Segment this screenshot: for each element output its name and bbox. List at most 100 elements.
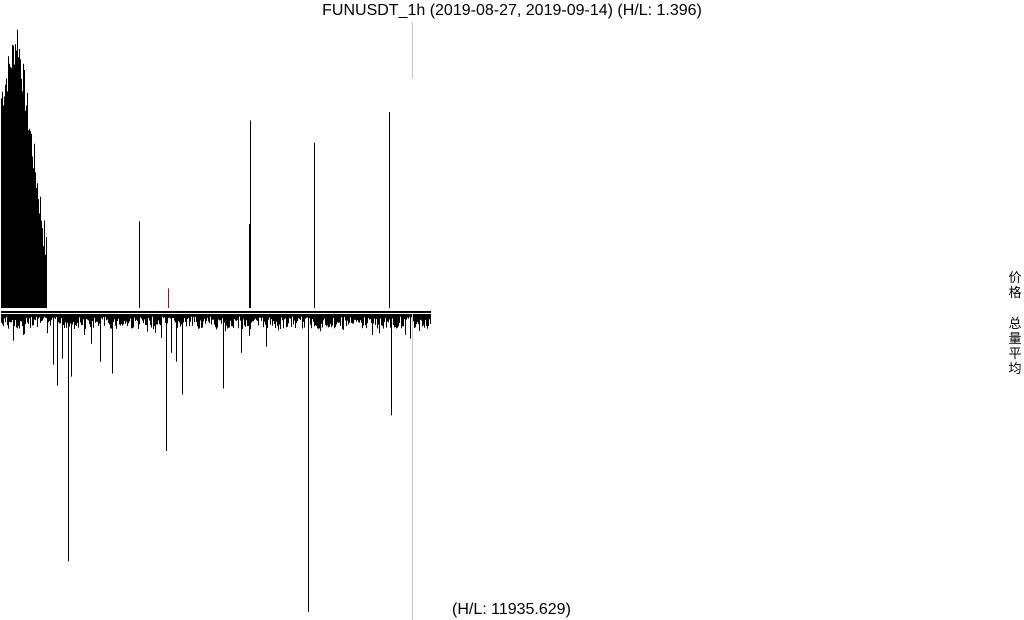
volume-bar (221, 314, 222, 324)
volume-bar (211, 314, 212, 325)
volume-bar (121, 314, 122, 325)
volume-bar (54, 314, 55, 318)
volume-bar (293, 314, 294, 325)
volume-bar (358, 314, 359, 323)
volume-bar (174, 314, 175, 321)
volume-bar (46, 314, 47, 319)
volume-bar (175, 314, 176, 323)
volume-bar (408, 314, 409, 319)
volume-bar (170, 314, 171, 319)
price-bar (9, 63, 10, 308)
volume-bar (265, 314, 266, 325)
volume-bar (2, 314, 3, 325)
volume-bar (42, 314, 43, 321)
volume-bar (183, 314, 184, 323)
volume-spike (57, 314, 58, 386)
volume-bar (93, 314, 94, 328)
volume-bar (149, 314, 150, 321)
volume-bar (332, 314, 333, 326)
volume-bar (277, 314, 278, 326)
volume-bar (288, 314, 289, 324)
volume-bar (364, 314, 365, 318)
volume-bar (338, 314, 339, 323)
volume-hl-label: (H/L: 11935.629) (452, 601, 571, 618)
volume-bar (387, 314, 388, 322)
price-bar (41, 220, 42, 308)
volume-bar (85, 314, 86, 329)
volume-bar (258, 314, 259, 326)
chart-title: FUNUSDT_1h (2019-08-27, 2019-09-14) (H/L… (322, 2, 702, 19)
volume-bar (372, 314, 373, 335)
volume-bar (206, 314, 207, 322)
volume-bar (16, 314, 17, 328)
volume-bar (390, 314, 391, 328)
volume-bar (260, 314, 261, 318)
volume-spike (241, 314, 242, 353)
volume-bar (220, 314, 221, 321)
volume-bar (188, 314, 189, 318)
volume-bar (70, 314, 71, 324)
volume-bar (321, 314, 322, 324)
volume-bar (119, 314, 120, 325)
volume-bar (231, 314, 232, 327)
volume-bar (22, 314, 23, 326)
volume-bar (138, 314, 139, 329)
volume-bar (134, 314, 135, 318)
volume-bar (263, 314, 264, 328)
volume-bar (178, 314, 179, 322)
volume-bar (88, 314, 89, 321)
volume-bar (347, 314, 348, 321)
volume-bar (236, 314, 237, 321)
volume-bar (229, 314, 230, 328)
volume-bar (336, 314, 337, 325)
volume-bar (24, 314, 25, 335)
volume-bar (78, 314, 79, 328)
volume-bar (245, 314, 246, 327)
volume-bar (15, 314, 16, 321)
volume-bar (268, 314, 269, 320)
volume-bar (39, 314, 40, 318)
volume-bar (186, 314, 187, 327)
volume-bar (361, 314, 362, 323)
price-bar (28, 130, 29, 308)
volume-bar (302, 314, 303, 329)
volume-spike (405, 314, 406, 335)
volume-bar (388, 314, 389, 323)
volume-bar (394, 314, 395, 328)
volume-bar (300, 314, 301, 321)
volume-bar (383, 314, 384, 329)
volume-bar (290, 314, 291, 319)
volume-bar (103, 314, 104, 318)
legend-volume-avg: 总量平均 (1008, 316, 1022, 376)
volume-bar (420, 314, 421, 320)
volume-bar (272, 314, 273, 326)
volume-bar (146, 314, 147, 326)
volume-bar (376, 314, 377, 320)
volume-bar (337, 314, 338, 323)
volume-bar (403, 314, 404, 327)
volume-bar (72, 314, 73, 325)
price-spike (168, 288, 169, 308)
volume-bar (141, 314, 142, 319)
volume-bar (90, 314, 91, 328)
volume-bar (244, 314, 245, 326)
volume-bar (295, 314, 296, 328)
price-bar (33, 168, 34, 308)
price-bar (18, 57, 19, 309)
volume-bar (107, 314, 108, 320)
volume-bar (26, 314, 27, 318)
volume-bar (273, 314, 274, 322)
volume-bar (202, 314, 203, 328)
volume-bar (101, 314, 102, 318)
price-spike (139, 221, 140, 308)
volume-bar (371, 314, 372, 324)
volume-bar (269, 314, 270, 318)
price-spike (389, 112, 390, 308)
volume-bar (425, 314, 426, 320)
volume-bar (45, 314, 46, 318)
volume-bar (128, 314, 129, 324)
price-bar (34, 143, 35, 308)
volume-bar (117, 314, 118, 322)
volume-bar (29, 314, 30, 319)
volume-bar (320, 314, 321, 332)
